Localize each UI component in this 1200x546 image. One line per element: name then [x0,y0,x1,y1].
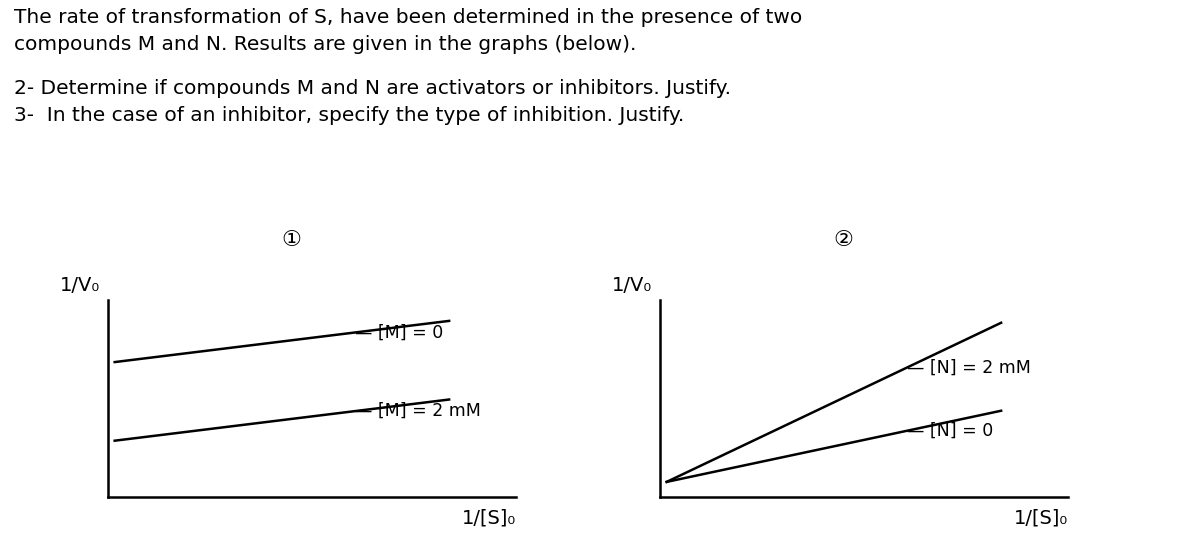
Text: The rate of transformation of S, have been determined in the presence of two: The rate of transformation of S, have be… [14,8,803,27]
Text: 1/V₀: 1/V₀ [612,276,653,295]
Text: — [M] = 0: — [M] = 0 [355,323,444,341]
Text: 1/V₀: 1/V₀ [60,276,101,295]
Text: ①: ① [282,230,301,250]
Text: 2- Determine if compounds M and N are activators or inhibitors. Justify.: 2- Determine if compounds M and N are ac… [14,79,732,98]
Text: ②: ② [834,230,853,250]
Text: — [N] = 2 mM: — [N] = 2 mM [907,358,1031,376]
Text: 1/[S]₀: 1/[S]₀ [1014,509,1068,527]
Text: 1/[S]₀: 1/[S]₀ [462,509,516,527]
Text: compounds M and N. Results are given in the graphs (below).: compounds M and N. Results are given in … [14,35,637,55]
Text: — [M] = 2 mM: — [M] = 2 mM [355,402,481,420]
Text: — [N] = 0: — [N] = 0 [907,422,994,440]
Text: 3-  In the case of an inhibitor, specify the type of inhibition. Justify.: 3- In the case of an inhibitor, specify … [14,106,685,126]
